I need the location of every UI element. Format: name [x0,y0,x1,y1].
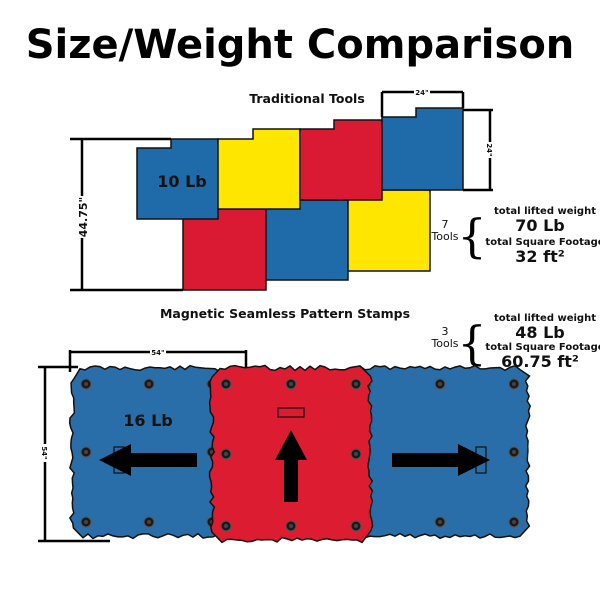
tile-yellow-bottom [347,189,431,272]
traditional-heading: Traditional Tools [249,91,365,106]
weight-label: total lifted weight [494,206,596,217]
bolt-center [354,524,358,528]
traditional-tiles [136,107,464,291]
bolt-center [147,520,151,524]
tool-count: 7 [442,218,449,231]
page-title: Size/Weight Comparison [26,22,575,68]
stamp-blue-right [348,364,532,540]
brace-icon: { [457,316,486,370]
bolt-center [354,382,358,386]
slot-outline [277,407,305,418]
bolt-center [438,382,442,386]
weight-label: total lifted weight [494,313,596,324]
area-label: total Square Footage [485,342,600,353]
traditional-summary: 7 Tools { total lifted weight 70 Lb tota… [430,206,600,266]
tools-label: Tools [430,230,458,243]
stamp-weight-label: 16 Lb [123,411,172,430]
bolt-center [512,450,516,454]
bolt-center [224,382,228,386]
tile-width-dimension: 24" [380,89,465,117]
tile-weight-label: 10 Lb [157,172,206,191]
bolt-center [147,382,151,386]
area-value: 32 ft² [515,247,564,266]
arrow-right-icon [392,444,490,476]
tile-blue-top-right [381,107,464,191]
tile-blue-bottom [265,199,349,281]
stamp-height-dimension: 54" [38,365,110,543]
tile-yellow-top [217,128,301,210]
brace-icon: { [457,209,486,263]
bolt-center [354,452,358,456]
area-value: 60.75 ft² [501,352,579,371]
bolt-center [84,520,88,524]
tile-width-label: 24" [415,89,428,97]
stamp-body [68,364,229,540]
bolt-center [512,382,516,386]
stamp-body [348,364,532,540]
tile-red-bottom [182,208,267,291]
arrow-up-icon [275,430,307,502]
bolt-center [512,520,516,524]
tools-label: Tools [430,337,458,350]
bolt-center [84,450,88,454]
bolt-center [224,452,228,456]
magnetic-heading: Magnetic Seamless Pattern Stamps [160,306,410,321]
area-label: total Square Footage [485,237,600,248]
tile-red-top [299,119,383,201]
bolt-center [84,382,88,386]
weight-value: 48 Lb [515,323,564,342]
height-dimension: 44.75" [70,137,183,292]
bolt-center [289,524,293,528]
stamp-width-label: 54" [151,349,164,357]
tile-height-label: 24" [485,143,493,156]
height-dimension-label: 44.75" [77,197,90,238]
stamp-blue-left [68,364,229,540]
tile-height-dimension: 24" [463,108,493,192]
magnetic-summary: 3 Tools { total lifted weight 48 Lb tota… [430,313,600,371]
stamp-red-middle [208,364,374,544]
bolt-center [289,382,293,386]
bolt-center [224,524,228,528]
stamp-width-dimension: 54" [68,349,248,380]
stamp-height-label: 54" [40,446,48,459]
bolt-center [438,520,442,524]
arrow-left-icon [99,444,197,476]
magnetic-stamps [68,364,532,544]
tool-count: 3 [442,325,449,338]
weight-value: 70 Lb [515,216,564,235]
